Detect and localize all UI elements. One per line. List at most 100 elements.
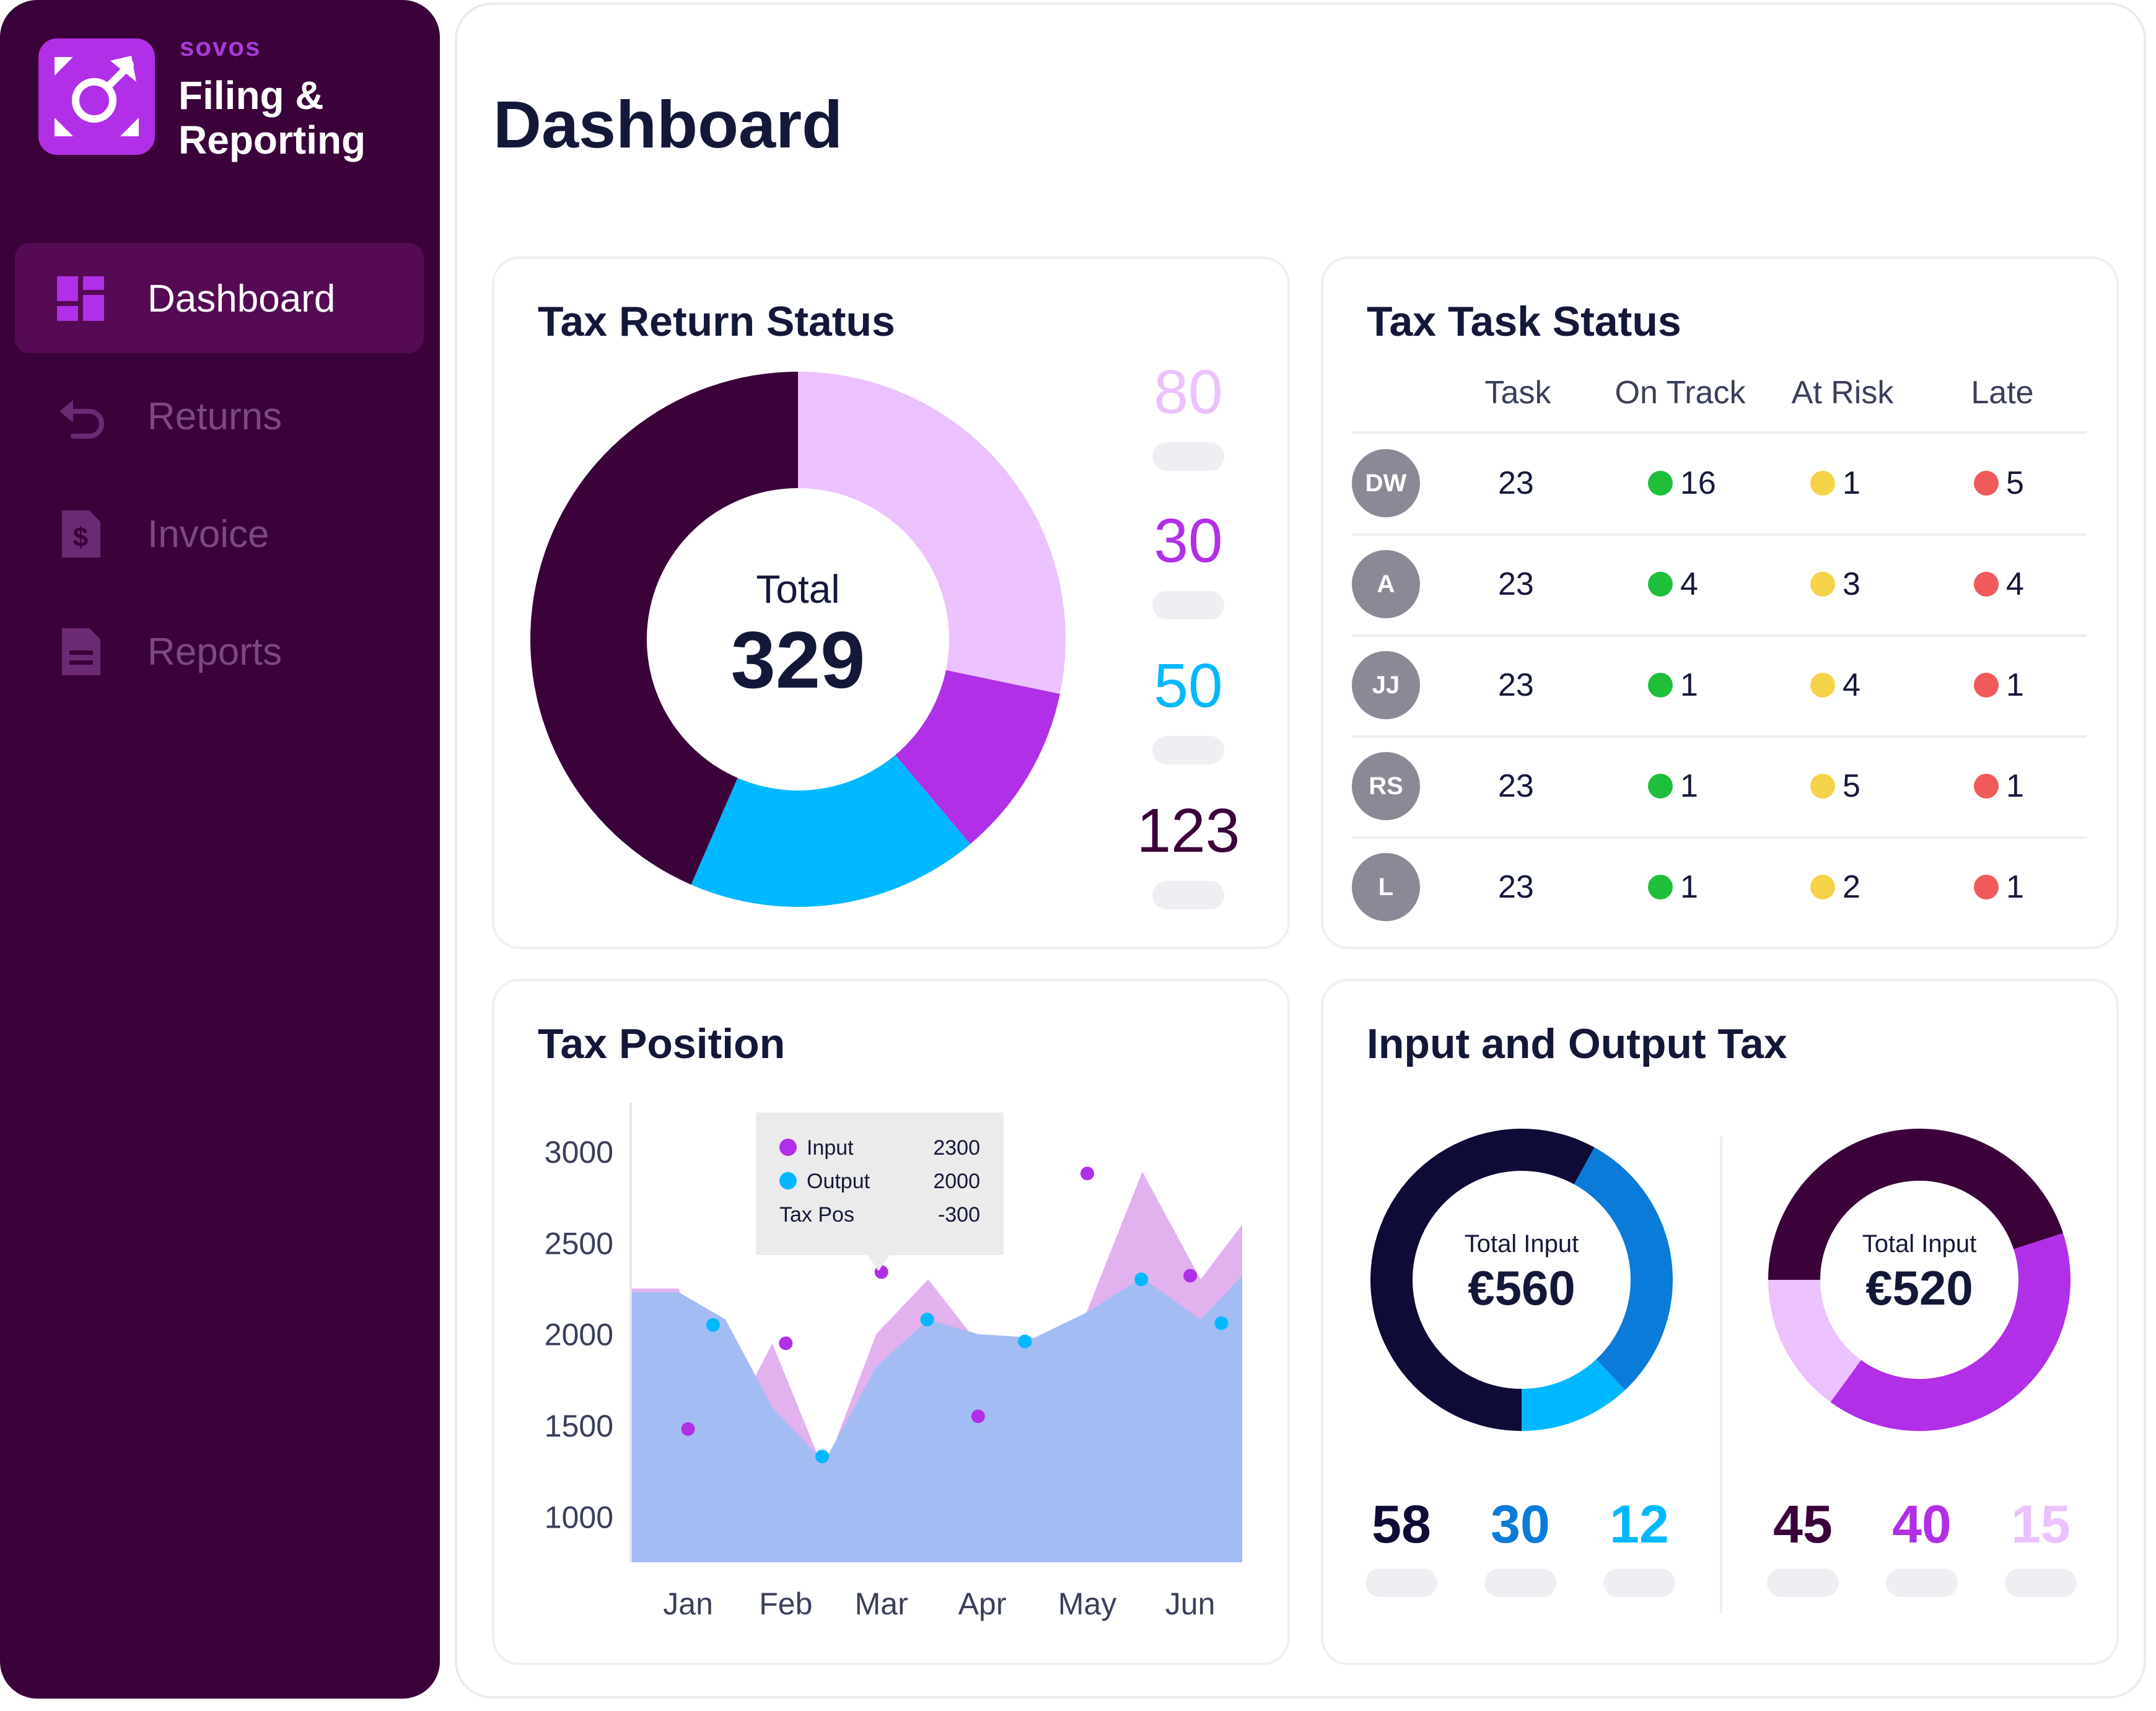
output-tax-donut-chart [1768,1129,2071,1431]
tooltip-pointer [867,1255,890,1271]
legend-pill [1365,1569,1437,1597]
table-divider [1352,836,2087,839]
output-point-1[interactable] [706,1318,720,1332]
sidebar-item-invoice[interactable]: $ Invoice [15,478,424,589]
filing-logo-icon [55,56,139,136]
input-point-1[interactable] [681,1422,695,1436]
cell-task: 23 [1498,667,1534,703]
input-tax-donut-chart [1370,1129,1673,1431]
cell-late: 1 [2006,768,2024,804]
sidebar-item-label: Reports [147,631,283,673]
cell-at-risk: 4 [1843,667,1860,703]
table-row[interactable]: DW 23 16 1 5 [1352,434,2087,535]
sidebar-item-label: Dashboard [147,278,336,320]
tax-return-slice-4[interactable] [530,372,798,885]
overlap-area [632,1276,1242,1562]
table-row[interactable]: JJ 23 1 4 1 [1352,636,2087,737]
tooltip-value: 2300 [933,1136,980,1160]
cell-late: 1 [2006,667,2024,703]
legend-value: 30 [1491,1495,1550,1554]
card-title: Tax Position [538,1020,786,1067]
x-tick-label: Mar [855,1586,908,1621]
status-dot-yellow [1810,774,1835,799]
legend-value: 45 [1773,1495,1833,1554]
x-tick-label: May [1058,1586,1116,1621]
avatar: JJ [1352,651,1420,719]
y-tick-label: 3000 [545,1135,613,1170]
output-tax-slice-1[interactable] [1768,1129,2064,1280]
tax-return-slice-3[interactable] [691,755,971,907]
column-header-at-risk: At Risk [1791,375,1894,411]
output-point-6[interactable] [1214,1316,1229,1330]
tax-return-slice-1[interactable] [798,372,1066,694]
tooltip-label: Tax Pos [779,1203,854,1227]
x-tick-label: Apr [958,1586,1007,1621]
sidebar-item-dashboard[interactable]: Dashboard [15,243,424,353]
divider [1720,1136,1722,1613]
output-point-5[interactable] [1134,1272,1149,1287]
status-dot-yellow [1810,471,1835,496]
table-row[interactable]: A 23 4 3 4 [1352,535,2087,636]
input-point-6[interactable] [1183,1269,1198,1283]
cell-late: 1 [2006,869,2024,905]
output-tax-slice-2[interactable] [1830,1233,2071,1431]
brand-company: sovos [180,32,261,61]
legend-value: 58 [1372,1495,1431,1554]
x-tick-label: Jun [1165,1586,1216,1621]
input-tax-slice-1[interactable] [1370,1129,1595,1431]
output-donut-value: €520 [1865,1261,1973,1315]
sidebar-item-label: Invoice [147,513,270,556]
output-tax-slice-3[interactable] [1768,1280,1861,1402]
app-logo[interactable] [38,38,155,155]
table-divider [1352,634,2087,637]
table-row[interactable]: RS 23 1 5 1 [1352,737,2087,838]
legend-pill [1484,1569,1556,1597]
output-point-4[interactable] [1018,1334,1032,1349]
avatar: DW [1352,449,1420,517]
legend-pill [1886,1569,1958,1597]
legend-value: 40 [1892,1495,1952,1554]
cell-at-risk: 3 [1843,566,1860,602]
column-header-late: Late [1971,375,2034,411]
status-dot-yellow [1810,875,1835,899]
input-tax-slice-2[interactable] [1574,1147,1673,1390]
tax-return-status-card: Tax Return Status Total 329 80 30 50 123 [492,256,1290,949]
tax-return-slice-2[interactable] [895,670,1060,844]
input-tax-slice-3[interactable] [1522,1359,1626,1431]
cell-on-track: 4 [1680,566,1698,602]
cell-on-track: 1 [1680,869,1698,905]
sidebar-item-label: Returns [147,395,283,438]
donut-total-label: Total [756,567,840,611]
page-title: Dashboard [493,87,843,162]
column-header-task: Task [1484,375,1551,411]
cell-at-risk: 2 [1843,869,1860,905]
sidebar-item-reports[interactable]: Reports [15,596,424,706]
svg-text:$: $ [73,522,88,553]
status-dot-green [1648,673,1673,698]
sidebar-item-returns[interactable]: Returns [15,361,424,471]
input-point-2[interactable] [779,1336,793,1350]
input-donut-value: €560 [1468,1261,1575,1315]
invoice-icon: $ [62,510,100,558]
output-point-2[interactable] [815,1450,830,1464]
legend-pill [2005,1569,2077,1597]
input-point-5[interactable] [1080,1166,1094,1181]
x-tick-label: Feb [759,1586,812,1621]
input-point-4[interactable] [971,1409,985,1424]
status-dot-red [1974,673,1999,698]
returns-icon [59,400,104,439]
output-point-3[interactable] [920,1313,934,1327]
status-dot-yellow [1810,673,1835,698]
cell-at-risk: 5 [1843,768,1860,804]
legend-value: 30 [1154,506,1223,575]
input-output-tax-card: Input and Output Tax [1321,979,2119,1665]
table-row[interactable]: L 23 1 2 1 [1352,838,2087,939]
legend-pill [1152,736,1224,764]
legend-value: 12 [1610,1495,1669,1554]
tooltip-value: -300 [938,1203,980,1227]
legend-pill [1152,442,1224,471]
cell-task: 23 [1498,465,1534,501]
cell-task: 23 [1498,768,1534,804]
donut-total-value: 329 [730,615,865,705]
status-dot-green [1648,471,1673,496]
